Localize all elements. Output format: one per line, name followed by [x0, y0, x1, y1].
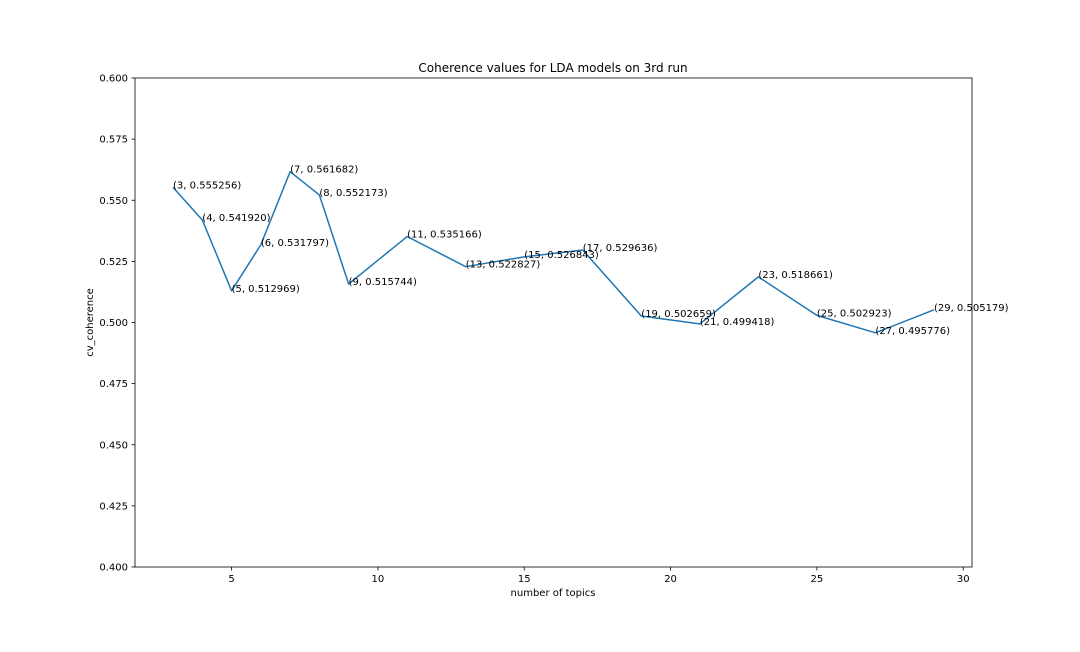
y-tick-label: 0.525: [99, 257, 128, 268]
x-tick-label: 5: [228, 574, 234, 585]
x-tick-label: 20: [664, 574, 677, 585]
data-point-label: (7, 0.561682): [290, 165, 358, 176]
data-point-label: (3, 0.555256): [173, 180, 241, 191]
data-point-label: (13, 0.522827): [466, 260, 541, 271]
x-tick-label: 30: [957, 574, 970, 585]
data-point-label: (5, 0.512969): [232, 284, 300, 295]
plot-area: 5 10 15 20 25 30 0.400 0.425 0.450 0.475 0.500 0.52…: [99, 74, 1008, 586]
data-point-label: (6, 0.531797): [261, 238, 329, 249]
data-point-label: (15, 0.526843): [524, 250, 599, 261]
x-axis-label: number of topics: [511, 588, 596, 599]
data-point-label: (11, 0.535166): [407, 230, 482, 241]
plot-frame: [134, 77, 973, 568]
data-point-label: (23, 0.518661): [758, 270, 833, 281]
x-tick-label: 25: [811, 574, 824, 585]
chart-title: Coherence values for LDA models on 3rd r…: [418, 61, 687, 75]
data-point-label: (29, 0.505179): [934, 303, 1009, 314]
series-line: [172, 170, 935, 334]
data-point-label: (4, 0.541920): [202, 213, 270, 224]
data-point-label: (9, 0.515744): [349, 277, 417, 288]
y-tick-label: 0.500: [99, 318, 128, 329]
y-tick-label: 0.575: [99, 135, 128, 146]
data-point-label: (8, 0.552173): [319, 188, 387, 199]
data-point-label: (17, 0.529636): [583, 243, 658, 254]
data-point-label: (19, 0.502659): [641, 309, 716, 320]
y-tick-label: 0.600: [99, 74, 128, 85]
data-point-label: (25, 0.502923): [817, 308, 892, 319]
data-point-label: (27, 0.495776): [875, 326, 950, 337]
x-tick-label: 15: [518, 574, 531, 585]
y-axis-label: cv_coherence: [85, 288, 96, 357]
y-tick-label: 0.550: [99, 196, 128, 207]
y-tick-label: 0.425: [99, 501, 128, 512]
y-tick-label: 0.450: [99, 440, 128, 451]
y-tick-label: 0.400: [99, 563, 128, 574]
x-tick-label: 10: [372, 574, 385, 585]
y-tick-label: 0.475: [99, 379, 128, 390]
data-point-label: (21, 0.499418): [700, 317, 775, 328]
